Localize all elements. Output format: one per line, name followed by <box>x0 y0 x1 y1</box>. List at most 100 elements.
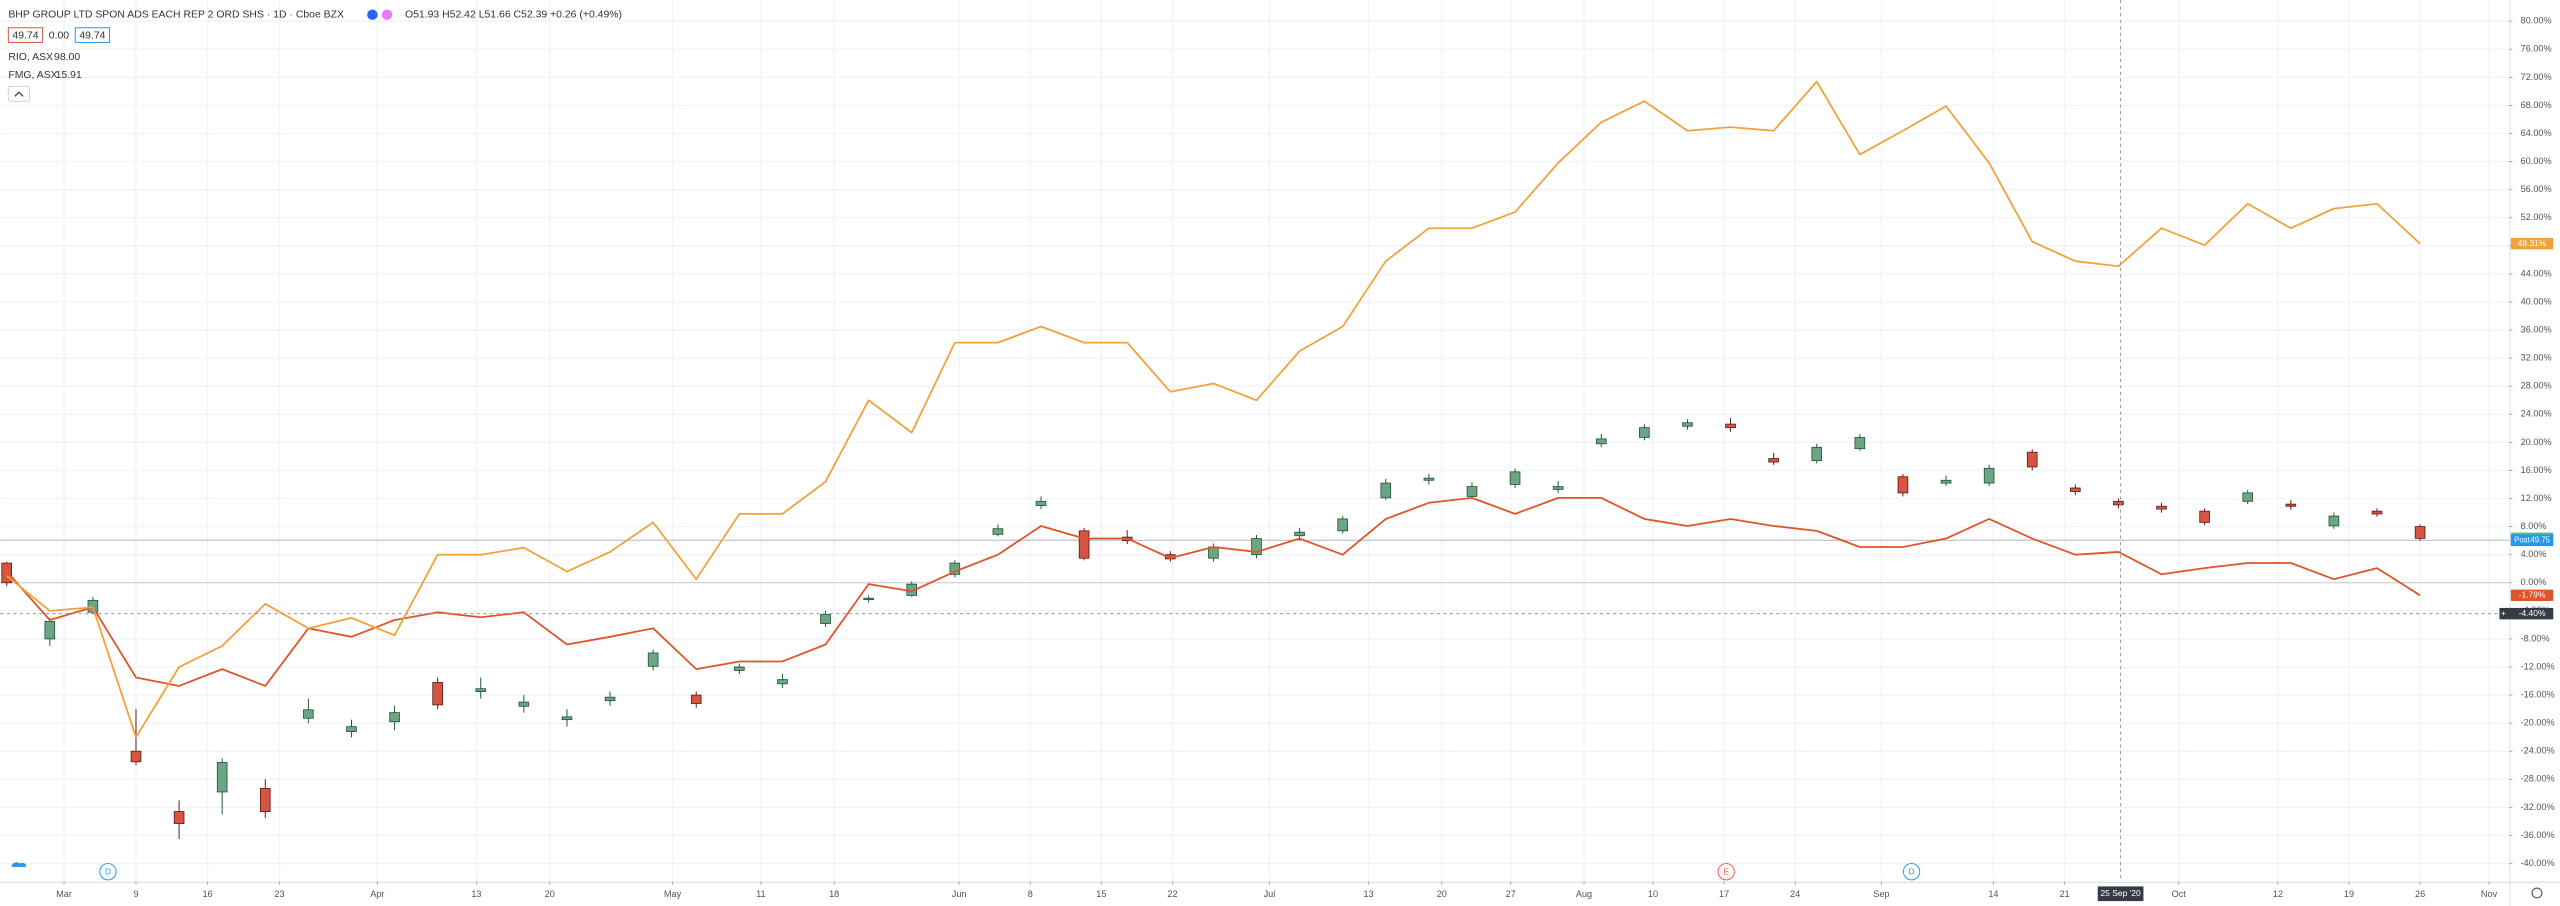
y-tick-label: 4.00% <box>2521 549 2547 559</box>
axis-value-box <box>2510 534 2554 547</box>
candle-body <box>777 679 788 685</box>
y-tick-label: 80.00% <box>2521 16 2552 26</box>
y-tick-label: 60.00% <box>2521 156 2552 166</box>
axis-value-box <box>2510 237 2554 250</box>
candle-body <box>2242 492 2254 502</box>
x-tick-label: 20 <box>545 889 555 899</box>
candle-body <box>1983 467 1995 484</box>
legend-label: RIO, ASX <box>8 52 53 63</box>
x-tick-label: 16 <box>202 889 212 899</box>
y-tick-label: 16.00% <box>2521 465 2552 475</box>
crosshair-value: -4.40% <box>2519 608 2546 618</box>
y-tick-label: 56.00% <box>2521 184 2552 194</box>
candle-body <box>1294 531 1305 537</box>
y-tick-label: -24.00% <box>2521 746 2555 756</box>
candle-body <box>2026 451 2038 468</box>
candle-body <box>647 652 659 667</box>
candle-body <box>1 562 13 584</box>
candle-body <box>1380 482 1392 499</box>
candle-body <box>389 712 400 723</box>
candle-body <box>1897 476 1909 494</box>
candle-body <box>1682 422 1693 427</box>
event-marker[interactable] <box>99 863 117 881</box>
x-tick-label: 21 <box>2059 889 2069 899</box>
candle-body <box>1552 486 1564 490</box>
x-tick-label: 26 <box>2415 889 2425 899</box>
candle-body <box>1595 438 1607 445</box>
candle-body <box>604 696 616 702</box>
x-tick-label: Nov <box>2481 889 2498 899</box>
candle-body <box>2199 510 2210 523</box>
icon[interactable] <box>367 9 378 20</box>
y-tick-label: 44.00% <box>2521 268 2552 278</box>
x-tick-label: 23 <box>274 889 284 899</box>
candle-body <box>690 694 702 704</box>
collapse-button[interactable] <box>7 86 31 102</box>
candle-body <box>2070 487 2081 492</box>
event-marker[interactable] <box>1717 863 1735 881</box>
price-line-label: Post <box>2514 535 2530 544</box>
legend-value: 15.91 <box>56 70 82 81</box>
chart-title: BHP GROUP LTD SPON ADS EACH REP 2 ORD SH… <box>8 9 344 20</box>
candle-body <box>259 788 271 813</box>
crosshair-date: 25 Sep '20 <box>2100 888 2141 898</box>
candle-body <box>734 666 745 671</box>
x-tick-label: 9 <box>133 889 138 899</box>
candle-body <box>518 701 530 707</box>
x-tick-label: Oct <box>2172 889 2187 899</box>
candle-body <box>216 762 228 793</box>
x-tick-label: 20 <box>1437 889 1447 899</box>
icon[interactable] <box>381 9 393 20</box>
candle-body <box>1035 500 1047 506</box>
candle-body <box>2156 505 2167 510</box>
crosshair-date-box <box>2097 886 2144 902</box>
collapse-icon <box>14 91 24 97</box>
x-tick-label: 14 <box>1988 889 1998 899</box>
axes: 80.00%76.00%72.00%68.00%64.00%60.00%56.0… <box>56 16 2555 902</box>
y-tick-label: 12.00% <box>2521 493 2552 503</box>
x-tick-label: Aug <box>1576 889 1592 899</box>
y-tick-label: -20.00% <box>2521 718 2555 728</box>
x-tick-label: 24 <box>1790 889 1800 899</box>
candle-body <box>992 528 1004 535</box>
axis-value-label: -1.79% <box>2519 590 2546 600</box>
x-tick-label: Jun <box>952 889 967 899</box>
candle-body <box>346 726 357 732</box>
candle-body <box>1078 530 1090 559</box>
y-tick-label: 68.00% <box>2521 100 2552 110</box>
line-series <box>6 496 2421 687</box>
y-tick-label: 0.00% <box>2521 577 2547 587</box>
x-tick-label: 13 <box>1363 889 1373 899</box>
candle-body <box>820 613 831 624</box>
settings-icon[interactable] <box>2531 887 2543 899</box>
y-tick-label: -40.00% <box>2521 858 2555 868</box>
badge <box>7 27 44 43</box>
candle-body <box>1940 479 1952 484</box>
candle-body <box>1854 437 1866 450</box>
badge-text: 49.74 <box>79 31 105 42</box>
line-series <box>6 80 2421 739</box>
candle-body <box>2414 526 2426 539</box>
candle-body <box>2328 515 2340 527</box>
candle-body <box>1509 471 1521 485</box>
event-marker[interactable] <box>1902 863 1921 881</box>
y-tick-label: -36.00% <box>2521 830 2555 840</box>
y-tick-label: 36.00% <box>2521 324 2552 334</box>
x-tick-label: Jul <box>1264 889 1276 899</box>
x-tick-label: 22 <box>1167 889 1177 899</box>
candle-body <box>1811 446 1823 462</box>
candle-body <box>173 811 185 824</box>
candle-body <box>1639 427 1650 438</box>
event-label: E <box>1724 868 1730 877</box>
y-tick-label: 76.00% <box>2521 44 2552 54</box>
y-tick-label: 32.00% <box>2521 353 2552 363</box>
legend-value: 98.00 <box>54 52 80 63</box>
badge-text: 49.74 <box>12 31 38 42</box>
candle-body <box>1725 423 1736 429</box>
price-line-value: 49.75 <box>2530 535 2550 544</box>
x-tick-label: 13 <box>471 889 481 899</box>
y-tick-label: 40.00% <box>2521 296 2552 306</box>
candle-body <box>2371 510 2383 515</box>
